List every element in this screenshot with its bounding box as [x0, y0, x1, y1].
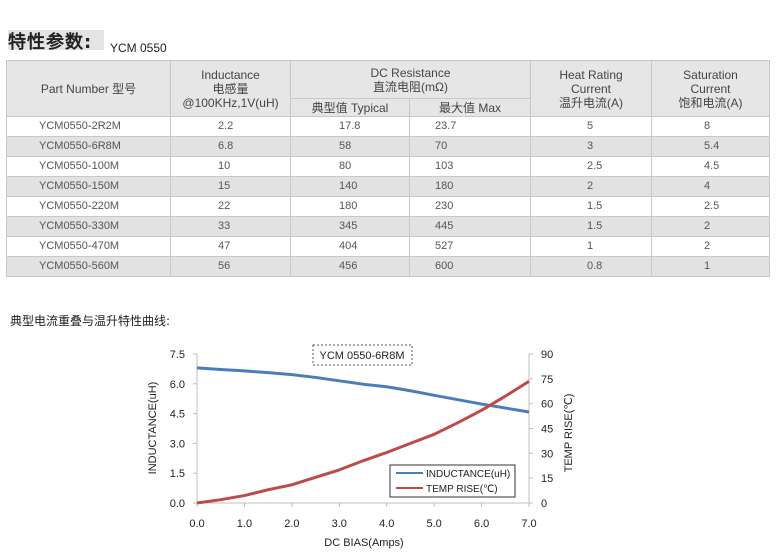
x-tick-label: 3.0 [332, 518, 347, 530]
cell-sat: 2 [651, 216, 770, 237]
header-heat-line3: 温升电流(A) [559, 95, 623, 110]
table-row: YCM0550-330M 33 345 445 1.5 2 [6, 216, 770, 237]
header-dcr-line2: 直流电阻(mΩ) [373, 79, 448, 94]
cell-dcr-typical: 140 [290, 176, 410, 197]
header-sat-line3: 饱和电流(A) [678, 95, 743, 110]
table-row: YCM0550-560M 56 456 600 0.8 1 [6, 256, 770, 277]
cell-heat: 0.8 [530, 256, 652, 277]
header-dcr-line1: DC Resistance [370, 65, 451, 80]
table-row: YCM0550-220M 22 180 230 1.5 2.5 [6, 196, 770, 217]
legend-label-temp: TEMP RISE(℃) [426, 484, 498, 495]
table-row: YCM0550-100M 10 80 103 2.5 4.5 [6, 156, 770, 177]
chart-title: YCM 0550-6R8M [320, 350, 405, 362]
temp-rise-series-line [196, 380, 530, 505]
page-title: 特性参数: [8, 32, 93, 53]
legend-box [389, 464, 516, 498]
cell-dcr-max: 70 [409, 136, 531, 157]
header-part-number: Part Number 型号 [6, 60, 171, 117]
cell-dcr-typical: 345 [290, 216, 410, 237]
cell-part: YCM0550-560M [6, 256, 171, 277]
header-inductance-line2: 电感量 [212, 81, 249, 96]
cell-dcr-max: 445 [409, 216, 531, 237]
header-sat-line2: Current [690, 81, 731, 96]
cell-dcr-max: 600 [409, 256, 531, 277]
chart-title-box [312, 344, 413, 366]
y-left-tick-label: 3.0 [170, 438, 185, 450]
y-left-axis-label: INDUCTANCE(uH) [147, 382, 159, 475]
x-tick-label: 0.0 [189, 518, 204, 530]
cell-heat: 1.5 [530, 216, 652, 237]
cell-inductance: 56 [170, 256, 291, 277]
y-left-tick-label: 6.0 [170, 379, 185, 391]
y-right-tick-label: 90 [541, 349, 553, 361]
x-tick-label: 7.0 [521, 518, 536, 530]
x-tick-label: 6.0 [474, 518, 489, 530]
y-right-tick-label: 60 [541, 399, 553, 411]
y-left-tick-label: 1.5 [170, 468, 185, 480]
x-tick-label: 4.0 [379, 518, 394, 530]
table-row: YCM0550-150M 15 140 180 2 4 [6, 176, 770, 197]
header-heat-line2: Current [570, 81, 611, 96]
header-dcr-max: 最大值 Max [409, 98, 531, 117]
curve-section-title: 典型电流重叠与温升特性曲线: [10, 314, 171, 328]
y-left-tick-label: 0.0 [170, 498, 185, 510]
cell-dcr-typical: 58 [290, 136, 410, 157]
table-row: YCM0550-2R2M 2.2 17.8 23.7 5 8 [6, 116, 770, 137]
header-saturation: Saturation Current 饱和电流(A) [651, 60, 770, 117]
cell-sat: 1 [651, 256, 770, 277]
y-right-axis-label: TEMP RISE(℃) [563, 394, 575, 473]
x-tick-label: 2.0 [284, 518, 299, 530]
x-tick-label: 1.0 [237, 518, 252, 530]
model-label: YCM 0550 [110, 41, 167, 55]
chart-legend: INDUCTANCE(uH) TEMP RISE(℃) [389, 464, 516, 498]
table-row: YCM0550-6R8M 6.8 58 70 3 5.4 [6, 136, 770, 157]
y-right-tick-label: 45 [541, 424, 553, 436]
header-inductance: Inductance 电感量 @100KHz,1V(uH) [170, 60, 291, 117]
cell-heat: 3 [530, 136, 652, 157]
spec-table: Part Number 型号 Inductance 电感量 @100KHz,1V… [6, 60, 770, 277]
cell-sat: 4 [651, 176, 770, 197]
y-left-tick-label: 4.5 [170, 409, 185, 421]
spec-table-body: YCM0550-2R2M 2.2 17.8 23.7 5 8 YCM0550-6R8M 6.… [6, 116, 770, 277]
y-right-tick-label: 0 [541, 498, 547, 510]
cell-part: YCM0550-150M [6, 176, 171, 197]
inductance-series-line [196, 366, 530, 414]
cell-part: YCM0550-2R2M [6, 116, 171, 137]
cell-part: YCM0550-330M [6, 216, 171, 237]
y-left-tick-label: 7.5 [170, 349, 185, 361]
header-inductance-line3: @100KHz,1V(uH) [182, 95, 279, 110]
y-right-tick-label: 75 [541, 374, 553, 386]
y-right-tick-label: 15 [541, 473, 553, 485]
header-inductance-line1: Inductance [201, 67, 260, 82]
title-highlight [8, 30, 104, 50]
x-tick-label: 5.0 [426, 518, 441, 530]
header-sat-line1: Saturation [683, 67, 738, 82]
y-right-tick-label: 30 [541, 448, 553, 460]
header-heat-line1: Heat Rating [559, 67, 623, 82]
legend-label-inductance: INDUCTANCE(uH) [426, 469, 510, 480]
cell-part: YCM0550-6R8M [6, 136, 171, 157]
x-axis-label: DC BIAS(Amps) [324, 537, 403, 549]
cell-inductance: 33 [170, 216, 291, 237]
cell-part: YCM0550-220M [6, 196, 171, 217]
